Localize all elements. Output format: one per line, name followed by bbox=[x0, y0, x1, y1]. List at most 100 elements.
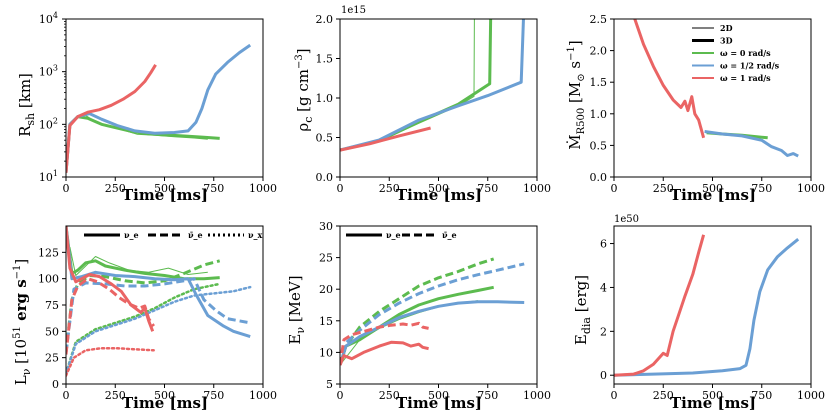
series-line-red-3d bbox=[633, 19, 706, 139]
y-tick-label: 0.0 bbox=[316, 171, 334, 184]
panel-shock-radius: Rsh [km] Time [ms] 0 250 500 750 1000 101 102 1… bbox=[16, 11, 277, 204]
y-tick-label: 5 bbox=[326, 378, 333, 391]
legend-label: ω = 0 rad/s bbox=[720, 48, 771, 58]
series-line-green-e-2d bbox=[69, 246, 208, 276]
plot-frame bbox=[613, 225, 812, 385]
y-tick-label: 75 bbox=[45, 299, 59, 312]
x-tick-label: 500 bbox=[154, 389, 175, 402]
series-group bbox=[633, 19, 799, 158]
x-tick-label: 250 bbox=[105, 182, 126, 195]
y-tick-label: 100 bbox=[38, 273, 59, 286]
x-tick-label: 250 bbox=[379, 182, 400, 195]
legend-label: ν_e bbox=[124, 230, 139, 240]
series-line-red-3d bbox=[614, 234, 706, 377]
series-line-green-e bbox=[340, 257, 495, 366]
series-line-red-e bbox=[66, 277, 155, 355]
x-tick-label: 250 bbox=[653, 389, 674, 402]
y-tick-label: 25 bbox=[319, 252, 333, 265]
x-axis-label: Time [ms] bbox=[670, 394, 756, 412]
y-tick-label: 10 bbox=[319, 346, 333, 359]
x-axis-label: Time [ms] bbox=[122, 186, 208, 204]
legend-label: 2D bbox=[720, 23, 733, 33]
x-tick-label: 1000 bbox=[249, 389, 277, 402]
y-tick-label: 30 bbox=[319, 220, 333, 233]
y-tick-label: 1.5 bbox=[590, 76, 608, 89]
panel-mass-accretion-rate: ṀR500 [M⊙ s−1] Time [ms] 0 250 500 750 1000 0… bbox=[566, 13, 825, 204]
x-tick-label: 500 bbox=[428, 182, 449, 195]
x-axis-label: Time [ms] bbox=[396, 186, 482, 204]
legend-label: ν̄_e bbox=[442, 230, 457, 240]
x-tick-label: 750 bbox=[477, 182, 498, 195]
series-line-green-x bbox=[66, 282, 221, 375]
series-group bbox=[340, 257, 525, 366]
series-line-blue-e bbox=[340, 262, 525, 366]
y-axis-label: ρc [g cm−3] bbox=[294, 48, 315, 131]
x-tick-label: 0 bbox=[337, 389, 344, 402]
series-line-blue-e bbox=[340, 300, 525, 366]
y-tick-label: 50 bbox=[45, 325, 59, 338]
x-axis-label: Time [ms] bbox=[122, 394, 208, 412]
series-line-blue-3d bbox=[340, 19, 525, 152]
x-tick-label: 1000 bbox=[797, 182, 825, 195]
y-tick-label: 2.5 bbox=[590, 13, 608, 26]
series-line-green-2d bbox=[340, 19, 475, 151]
series-line-red-e bbox=[340, 340, 429, 366]
series-line-blue-3d bbox=[704, 130, 799, 158]
y-tick-label: 2 bbox=[600, 325, 607, 338]
plot-frame bbox=[339, 18, 538, 178]
legend-label: 3D bbox=[720, 36, 733, 46]
y-axis-label: Eν [MeV] bbox=[286, 275, 307, 344]
panel-neutrino-luminosity: Lν [1051 erg s−1] Time [ms] 0 250 500 750 10… bbox=[12, 225, 277, 412]
series-line-red-3d bbox=[66, 64, 157, 173]
x-tick-label: 750 bbox=[203, 389, 224, 402]
series-line-green-3d bbox=[66, 115, 220, 173]
y-axis-label: Rsh [km] bbox=[16, 73, 37, 137]
y-tick-label: 0 bbox=[600, 369, 607, 382]
series-group bbox=[340, 19, 525, 152]
x-tick-label: 250 bbox=[105, 389, 126, 402]
y-tick-label: 0 bbox=[52, 378, 59, 391]
x-tick-label: 0 bbox=[611, 182, 618, 195]
y-tick-label: 104 bbox=[39, 11, 58, 26]
series-line-green-2d bbox=[66, 113, 208, 173]
x-tick-label: 1000 bbox=[523, 182, 551, 195]
y-tick-label: 0.5 bbox=[590, 139, 608, 152]
x-tick-label: 500 bbox=[154, 182, 175, 195]
series-line-red-3d bbox=[340, 126, 431, 152]
y-tick-label: 25 bbox=[45, 352, 59, 365]
series-line-red-x bbox=[66, 346, 155, 377]
x-tick-label: 1000 bbox=[523, 389, 551, 402]
y-axis-label: ṀR500 [M⊙ s−1] bbox=[566, 40, 587, 149]
y-tick-label: 1.0 bbox=[316, 92, 334, 105]
x-tick-label: 500 bbox=[702, 389, 723, 402]
x-tick-label: 250 bbox=[653, 182, 674, 195]
series-line-blue-x bbox=[66, 285, 252, 375]
legend-label: ν_e bbox=[386, 230, 401, 240]
panel-central-density: 1e15 ρc [g cm−3] Time [ms] 0 250 500 750 100… bbox=[294, 5, 551, 204]
legend-label: ν̄_e bbox=[188, 230, 203, 240]
series-line-blue-e bbox=[66, 277, 251, 353]
legend-label: ν_x bbox=[248, 230, 263, 240]
plot-frame bbox=[339, 225, 538, 385]
y-axis-label: Lν [1051 erg s−1] bbox=[12, 259, 33, 386]
panel-diagnostic-energy: 1e50 Edia [erg] Time [ms] 0 250 500 750 1000… bbox=[572, 214, 825, 412]
y-tick-label: 0.5 bbox=[316, 132, 334, 145]
x-tick-label: 250 bbox=[379, 389, 400, 402]
y-tick-label: 1.5 bbox=[316, 53, 334, 66]
x-tick-label: 750 bbox=[477, 389, 498, 402]
x-axis-label: Time [ms] bbox=[670, 186, 756, 204]
x-tick-label: 0 bbox=[611, 389, 618, 402]
x-tick-label: 750 bbox=[751, 389, 772, 402]
y-tick-label: 2.0 bbox=[316, 13, 334, 26]
x-tick-label: 0 bbox=[63, 182, 70, 195]
legend-label: ω = 1 rad/s bbox=[720, 73, 771, 83]
x-axis-label: Time [ms] bbox=[396, 394, 482, 412]
y-tick-label: 20 bbox=[319, 283, 333, 296]
y-tick-label: 125 bbox=[38, 246, 59, 259]
x-tick-label: 1000 bbox=[249, 182, 277, 195]
series-group bbox=[614, 234, 800, 377]
x-tick-label: 750 bbox=[751, 182, 772, 195]
series-line-blue-3d bbox=[66, 43, 252, 173]
x-tick-label: 0 bbox=[63, 389, 70, 402]
series-line-green-3d bbox=[340, 19, 493, 152]
